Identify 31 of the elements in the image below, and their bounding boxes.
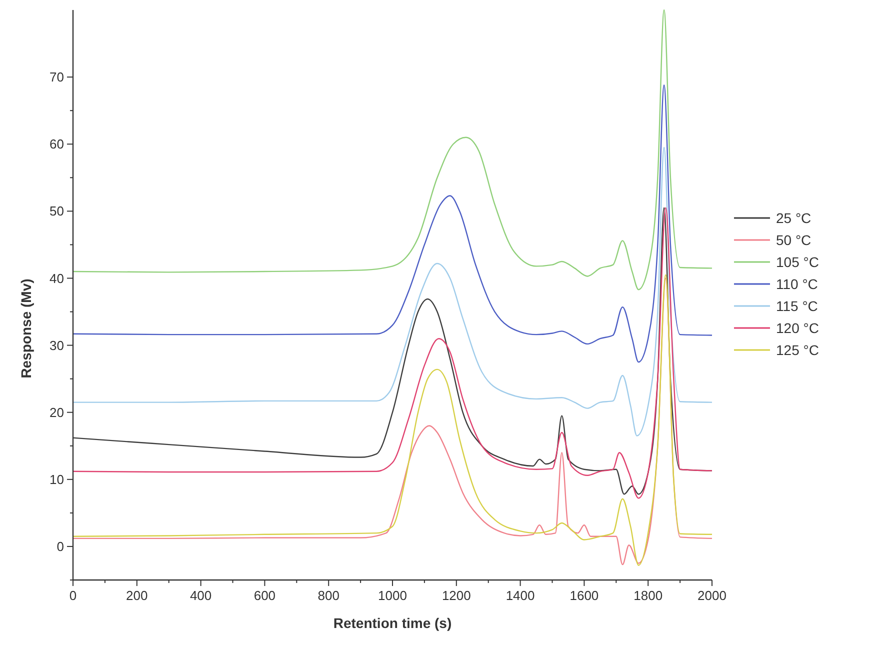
legend-label: 105 °C [776,254,819,270]
y-tick-label: 30 [50,338,64,353]
y-tick-label: 60 [50,136,64,152]
y-tick-label: 70 [50,70,64,85]
x-tick-label: 200 [126,588,148,603]
line-series [72,9,713,290]
x-tick-label: 400 [190,588,212,603]
x-tick-label: 600 [254,588,276,603]
x-tick-label: 1800 [634,588,663,603]
y-tick-label: 10 [50,472,64,487]
line-series [72,84,713,363]
y-tick-label: 20 [50,404,64,420]
x-tick-label: 2000 [698,588,726,603]
x-tick-label: 800 [318,588,340,603]
legend-label: 125 °C [776,342,819,358]
y-tick-label: 50 [50,204,64,219]
legend-label: 115 °C [776,298,818,314]
x-tick-label: 1200 [442,588,471,603]
x-tick-label: 1400 [506,588,535,603]
y-axis-title: Response (Mv) [18,278,34,378]
x-tick-label: 1000 [378,588,407,603]
y-tick-label: 40 [50,270,64,286]
legend-label: 110 °C [776,276,818,292]
y-tick-label: 0 [56,539,64,554]
x-tick-label: 0 [69,588,77,603]
line-series [72,146,713,436]
legend-label: 120 °C [776,320,819,336]
x-tick-label: 1600 [570,588,599,603]
legend-label: 25 °C [776,210,812,226]
x-axis-title: Retention time (s) [333,615,452,631]
legend-label: 50 °C [776,232,812,248]
